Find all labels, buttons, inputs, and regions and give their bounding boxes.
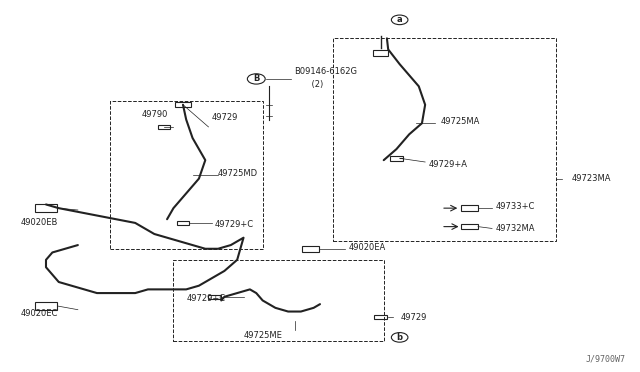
Text: 49020EC: 49020EC [20,309,58,318]
Text: 49733+C: 49733+C [495,202,534,211]
Text: 49729+A: 49729+A [428,160,467,169]
Text: b: b [397,333,403,342]
Text: 49729: 49729 [401,313,428,322]
Text: 49729+C: 49729+C [186,294,225,303]
Text: 49729: 49729 [212,113,238,122]
Text: B09146-6162G: B09146-6162G [294,67,358,76]
Text: 49725MA: 49725MA [441,117,481,126]
Text: (2): (2) [301,80,323,89]
Text: 49725ME: 49725ME [244,331,282,340]
Text: 49729+C: 49729+C [215,220,254,229]
Bar [173,260,384,341]
Text: 49790: 49790 [141,109,168,119]
Bar [109,101,262,249]
Text: B: B [253,74,259,83]
Bar [333,38,556,241]
Text: 49725MD: 49725MD [218,169,258,177]
Text: 49020EB: 49020EB [20,218,58,227]
Text: 49020EA: 49020EA [349,243,386,252]
Text: 49723MA: 49723MA [572,174,611,183]
Text: a: a [397,15,403,24]
Text: 49732MA: 49732MA [495,224,535,233]
Text: J/9700W7: J/9700W7 [586,354,626,363]
